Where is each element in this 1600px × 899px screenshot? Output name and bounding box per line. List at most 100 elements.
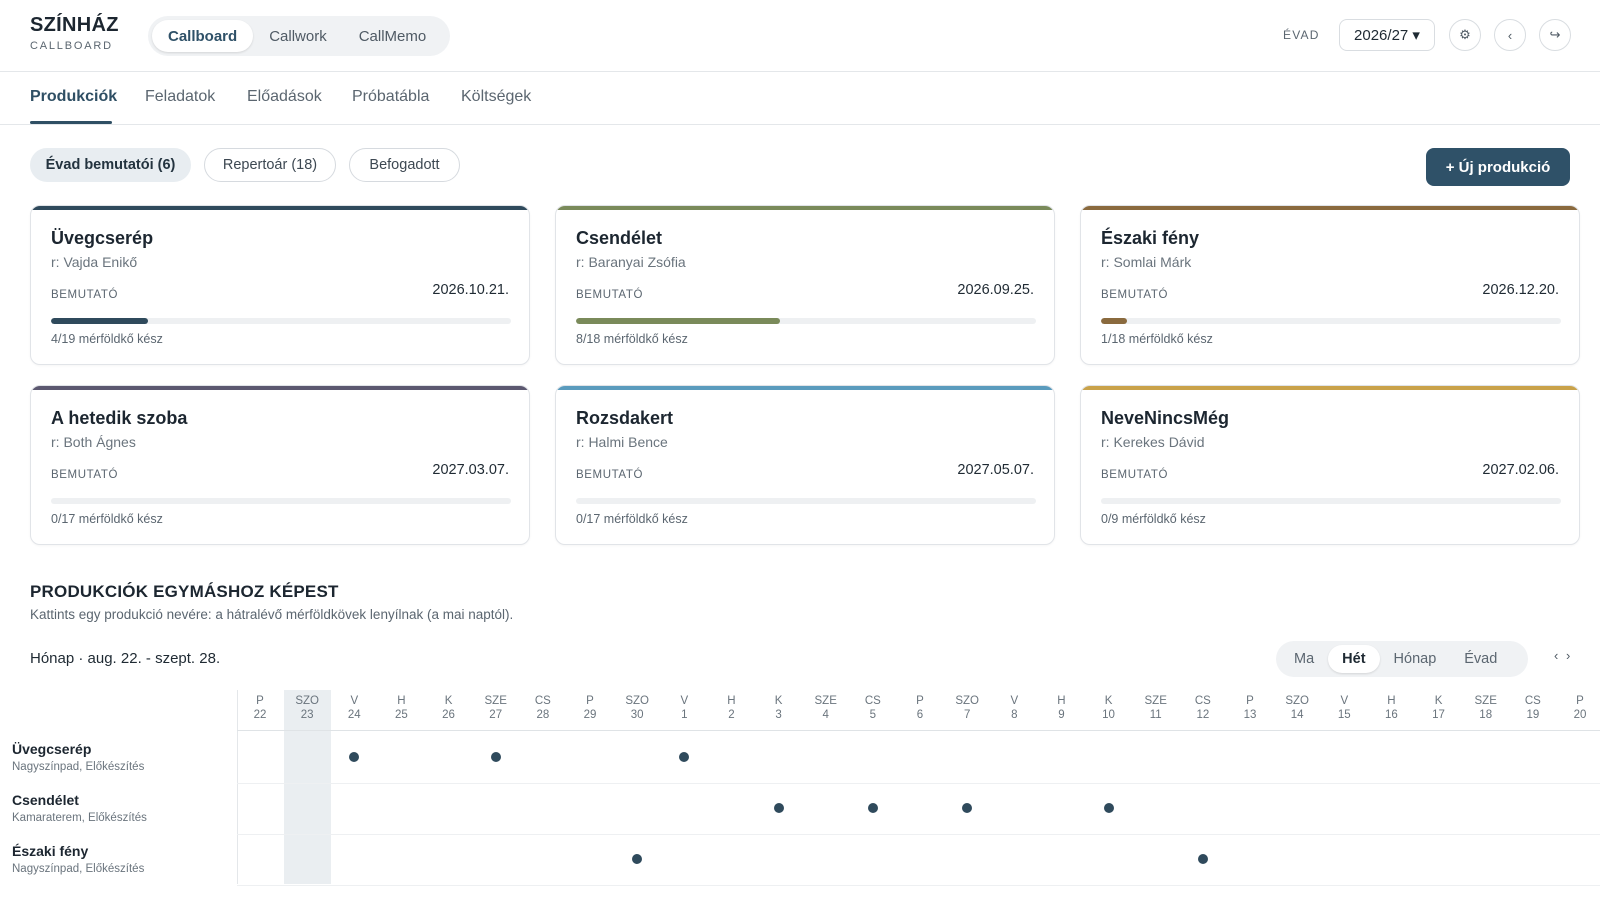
timeline-row-name[interactable]: Északi fény [12, 843, 89, 859]
day-number: 15 [1337, 709, 1351, 721]
tab-probatabla[interactable]: Próbatábla [352, 88, 430, 105]
card-accent [1081, 206, 1579, 210]
day-number: 20 [1573, 709, 1587, 721]
milestone-dot[interactable] [490, 752, 501, 762]
brand: SZÍNHÁZ CALLBOARD [30, 14, 119, 52]
day-number: 17 [1432, 709, 1445, 721]
new-production-button[interactable]: + Új produkció [1426, 148, 1570, 186]
card-director: r: Kerekes Dávid [1101, 434, 1205, 450]
milestone-dot[interactable] [773, 803, 784, 813]
card-progress-bar [1101, 318, 1561, 324]
tab-koltsegek[interactable]: Költségek [461, 88, 532, 105]
card-premiere-label: BEMUTATÓ [576, 469, 643, 481]
production-card[interactable]: Északi fény r: Somlai Márk BEMUTATÓ 2026.12… [1080, 205, 1580, 365]
day-number: 27 [489, 709, 503, 721]
day-of-week: SZE [814, 695, 837, 707]
timeline-row-meta: Kamaraterem, Előkészítés [12, 812, 147, 824]
day-number: 12 [1196, 709, 1210, 721]
brand-title: SZÍNHÁZ [30, 14, 119, 36]
timeline-divider [237, 690, 238, 884]
timeline-row-name[interactable]: Üvegcserép [12, 741, 92, 757]
day-header: CS 12 [1183, 694, 1223, 722]
card-premiere-date: 2027.02.06. [1482, 462, 1559, 478]
day-of-week: V [350, 695, 359, 707]
filter-repertoire[interactable]: Repertoár (18) [204, 148, 336, 182]
card-accent [31, 206, 529, 210]
day-of-week: V [680, 695, 689, 707]
view-month[interactable]: Hónap [1393, 651, 1437, 667]
settings-button[interactable]: ⚙ [1449, 19, 1481, 51]
view-week[interactable]: Hét [1328, 645, 1380, 673]
day-number: 9 [1058, 709, 1065, 721]
day-of-week: H [1387, 695, 1396, 707]
card-accent [556, 386, 1054, 390]
milestone-dot[interactable] [867, 803, 878, 813]
timeline-header-divider [237, 730, 1600, 731]
main-nav: Produkciók Feladatok Előadások Próbatábl… [0, 72, 1600, 125]
day-of-week: P [1246, 695, 1254, 707]
day-header: P 29 [570, 694, 610, 722]
day-of-week: SZO [1285, 695, 1309, 707]
day-number: 26 [442, 709, 455, 721]
milestone-dot[interactable] [349, 752, 360, 762]
timeline-row-name[interactable]: Csendélet [12, 792, 79, 808]
day-number: 28 [536, 709, 550, 721]
app-tab-callboard[interactable]: Callboard [152, 20, 254, 52]
day-of-week: CS [1524, 695, 1541, 707]
day-of-week: P [916, 695, 924, 707]
app-switcher: Callboard Callwork CallMemo [148, 16, 450, 56]
today-column [283, 690, 331, 884]
day-header: SZE 27 [476, 694, 516, 722]
production-card[interactable]: NeveNincsMég r: Kerekes Dávid BEMUTATÓ 2027… [1080, 385, 1580, 545]
day-header: SZE 18 [1466, 694, 1506, 722]
view-season[interactable]: Évad [1464, 651, 1498, 667]
season-select[interactable]: 2026/27 ▾ [1339, 19, 1435, 51]
day-number: 10 [1102, 709, 1115, 721]
day-header: H 25 [381, 694, 421, 722]
tab-feladatok[interactable]: Feladatok [145, 88, 216, 105]
day-of-week: SZO [295, 695, 319, 707]
timeline-range: Hónap · aug. 22. - szept. 28. [30, 650, 221, 667]
card-progress-fill [51, 318, 148, 324]
milestone-dot[interactable] [632, 854, 643, 864]
day-of-week: SZE [1144, 695, 1167, 707]
card-premiere-date: 2026.09.25. [957, 282, 1034, 298]
production-card[interactable]: A hetedik szoba r: Both Ágnes BEMUTATÓ 2027… [30, 385, 530, 545]
day-number: 23 [300, 709, 314, 721]
production-card[interactable]: Üvegcserép r: Vajda Enikő BEMUTATÓ 2026.10.… [30, 205, 530, 365]
day-of-week: SZE [484, 695, 507, 707]
milestone-dot[interactable] [1103, 803, 1114, 813]
timeline-title: PRODUKCIÓK EGYMÁSHOZ KÉPEST [30, 582, 339, 601]
app-tab-callmemo[interactable]: CallMemo [358, 27, 427, 45]
timeline-row-divider [237, 885, 1600, 886]
filter-hosted[interactable]: Befogadott [349, 148, 460, 182]
day-of-week: K [774, 695, 783, 707]
filter-season-premieres[interactable]: Évad bemutatói (6) [30, 148, 191, 182]
day-of-week: K [444, 695, 453, 707]
logout-button[interactable]: ↪ [1539, 19, 1571, 51]
day-number: 29 [583, 709, 597, 721]
view-today[interactable]: Ma [1294, 651, 1315, 667]
card-title: A hetedik szoba [51, 408, 188, 428]
day-header: CS 19 [1513, 694, 1553, 722]
milestone-dot[interactable] [1197, 854, 1208, 864]
collapse-button[interactable]: ‹ [1494, 19, 1526, 51]
day-header: SZO 23 [287, 694, 327, 722]
production-card[interactable]: Rozsdakert r: Halmi Bence BEMUTATÓ 2027.05.… [555, 385, 1055, 545]
milestone-dot[interactable] [962, 803, 973, 813]
production-card[interactable]: Csendélet r: Baranyai Zsófia BEMUTATÓ 2026.… [555, 205, 1055, 365]
view-switcher: Ma Hét Hónap Évad [1276, 641, 1528, 677]
tab-produkciok[interactable]: Produkciók [30, 88, 118, 105]
tab-eloadasok[interactable]: Előadások [247, 88, 322, 105]
card-title: Üvegcserép [51, 228, 154, 248]
day-number: 4 [822, 709, 829, 721]
card-director: r: Somlai Márk [1101, 254, 1192, 270]
card-progress-fill [1101, 318, 1127, 324]
timeline-pager[interactable]: ‹ › [1554, 648, 1573, 663]
milestone-dot[interactable] [679, 752, 690, 762]
day-number: 13 [1243, 709, 1257, 721]
season-label: ÉVAD [1283, 28, 1320, 42]
card-premiere-date: 2026.12.20. [1482, 282, 1559, 298]
app-tab-callwork[interactable]: Callwork [269, 27, 327, 45]
